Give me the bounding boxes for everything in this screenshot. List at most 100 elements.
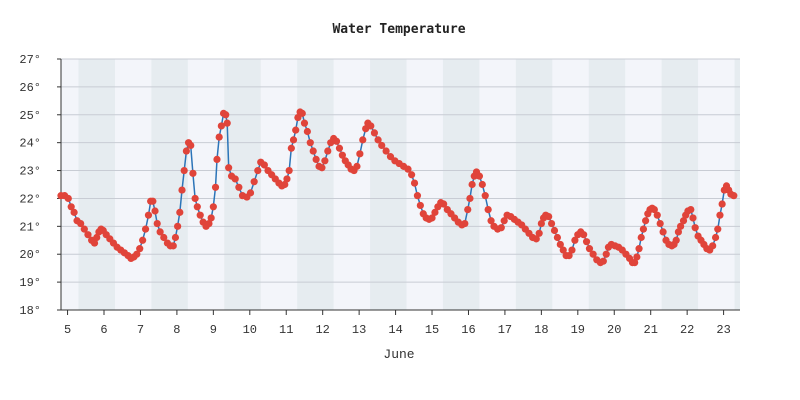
data-point bbox=[235, 183, 243, 191]
data-point bbox=[222, 111, 230, 119]
data-point bbox=[312, 155, 320, 163]
data-point bbox=[679, 217, 688, 225]
data-point bbox=[149, 197, 157, 205]
x-tick-label: 8 bbox=[173, 323, 180, 337]
data-point bbox=[254, 166, 262, 175]
data-point bbox=[136, 245, 144, 253]
data-point bbox=[642, 217, 650, 225]
data-point bbox=[656, 219, 664, 228]
data-point bbox=[711, 233, 720, 242]
data-point bbox=[281, 180, 289, 189]
data-point bbox=[309, 147, 317, 155]
data-point bbox=[565, 252, 573, 260]
y-tick-label: 26° bbox=[19, 81, 41, 95]
y-tick-label: 25° bbox=[19, 109, 41, 123]
x-tick-label: 15 bbox=[425, 323, 439, 337]
day-band bbox=[515, 59, 553, 310]
day-band bbox=[297, 59, 334, 310]
data-point bbox=[585, 245, 594, 253]
data-point bbox=[80, 225, 88, 233]
data-point bbox=[338, 151, 346, 159]
data-point bbox=[144, 211, 153, 219]
data-point bbox=[287, 144, 295, 152]
x-tick-label: 22 bbox=[680, 323, 694, 337]
day-band bbox=[151, 59, 188, 310]
day-band bbox=[78, 59, 115, 310]
data-point bbox=[359, 136, 367, 144]
data-point bbox=[635, 245, 643, 253]
data-point bbox=[408, 171, 416, 179]
data-point bbox=[171, 233, 180, 242]
data-point bbox=[481, 192, 489, 200]
data-point bbox=[461, 219, 469, 228]
data-point bbox=[714, 225, 722, 233]
data-point bbox=[709, 242, 717, 250]
data-point bbox=[689, 214, 697, 222]
y-tick-label: 23° bbox=[19, 165, 41, 179]
data-point bbox=[582, 238, 591, 246]
data-point bbox=[70, 208, 78, 216]
x-tick-label: 6 bbox=[100, 323, 107, 337]
data-point bbox=[182, 147, 190, 155]
x-tick-label: 20 bbox=[607, 323, 621, 337]
day-band bbox=[734, 59, 740, 310]
data-point bbox=[153, 219, 161, 228]
data-point bbox=[160, 233, 168, 242]
data-point bbox=[413, 192, 422, 200]
data-point bbox=[303, 127, 311, 136]
data-point bbox=[77, 219, 85, 228]
y-tick-label: 24° bbox=[19, 137, 41, 151]
data-point bbox=[650, 206, 658, 214]
data-point bbox=[285, 166, 293, 175]
data-point bbox=[300, 119, 309, 127]
data-point bbox=[84, 231, 92, 239]
data-point bbox=[141, 225, 150, 233]
data-point bbox=[231, 175, 239, 183]
data-point bbox=[213, 155, 221, 163]
data-point bbox=[440, 200, 448, 208]
data-point bbox=[283, 175, 291, 183]
data-markers bbox=[57, 108, 738, 267]
data-point bbox=[535, 229, 543, 237]
data-point bbox=[176, 208, 184, 216]
y-tick-label: 22° bbox=[19, 192, 41, 206]
data-point bbox=[545, 212, 553, 221]
x-tick-label: 7 bbox=[137, 323, 144, 337]
data-point bbox=[321, 157, 329, 165]
data-point bbox=[196, 211, 204, 219]
data-point bbox=[500, 217, 508, 225]
data-point bbox=[223, 119, 231, 127]
data-point bbox=[464, 206, 472, 214]
data-point bbox=[672, 236, 680, 244]
data-point bbox=[178, 186, 186, 194]
day-band bbox=[370, 59, 407, 310]
data-point bbox=[64, 194, 72, 203]
x-tick-label: 10 bbox=[243, 323, 257, 337]
data-point bbox=[292, 126, 300, 134]
data-point bbox=[289, 136, 298, 144]
data-point bbox=[716, 211, 724, 219]
data-point bbox=[404, 165, 412, 173]
data-point bbox=[691, 224, 699, 232]
data-point bbox=[532, 235, 540, 243]
data-point bbox=[428, 214, 436, 222]
data-point bbox=[211, 183, 220, 191]
data-point bbox=[478, 180, 486, 189]
data-point bbox=[687, 206, 695, 214]
data-point bbox=[475, 172, 484, 180]
data-point bbox=[378, 141, 386, 150]
data-point bbox=[674, 228, 683, 236]
data-point bbox=[484, 206, 492, 214]
data-point bbox=[547, 219, 556, 228]
data-point bbox=[589, 250, 597, 258]
data-point bbox=[246, 189, 255, 197]
data-point bbox=[550, 226, 559, 235]
y-tick-label: 20° bbox=[19, 248, 41, 262]
data-point bbox=[209, 203, 217, 211]
y-tick-label: 19° bbox=[19, 276, 41, 290]
data-point bbox=[169, 242, 177, 250]
data-point bbox=[215, 133, 223, 141]
data-point bbox=[67, 203, 75, 211]
y-tick-label: 21° bbox=[19, 220, 41, 234]
